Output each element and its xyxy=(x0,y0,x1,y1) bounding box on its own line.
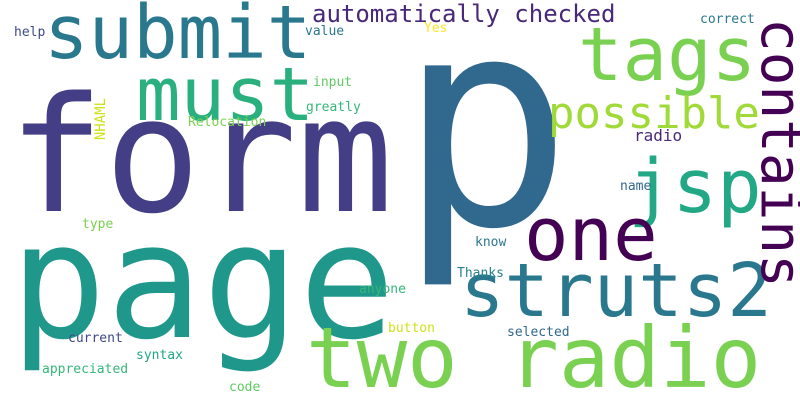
word-type: type xyxy=(82,217,114,232)
word-code: code xyxy=(229,380,261,395)
word-struts2: struts2 xyxy=(460,248,772,334)
word-submit: submit xyxy=(44,0,312,76)
word-know: know xyxy=(475,235,507,250)
word-name: name xyxy=(620,179,652,194)
word-anyone: anyone xyxy=(359,282,406,297)
word-yes: Yes xyxy=(424,21,448,36)
word-contains: contains xyxy=(748,18,800,288)
word-nhaml: NHAML xyxy=(93,98,109,141)
word-thanks: Thanks xyxy=(457,266,504,281)
word-page: page xyxy=(10,188,396,375)
word-one: one xyxy=(524,192,658,278)
word-current: current xyxy=(68,331,123,346)
word-two-radio: two radio xyxy=(306,309,762,400)
word-p: p xyxy=(398,0,573,293)
word-greatly: greatly xyxy=(306,100,361,115)
word-possible: possible xyxy=(548,88,760,139)
word-radio: radio xyxy=(634,126,683,145)
word-correct: correct xyxy=(700,12,755,27)
word-relocation: Relocation xyxy=(188,115,267,130)
word-syntax: syntax xyxy=(136,348,183,363)
word-tags: tags xyxy=(578,12,757,98)
word-value: value xyxy=(305,24,345,39)
word-input: input xyxy=(313,75,353,90)
word-form: form xyxy=(8,62,394,249)
word-button: button xyxy=(388,321,435,336)
word-automatically-checked: automatically checked xyxy=(312,0,616,28)
word-appreciated: appreciated xyxy=(42,362,129,377)
word-jsp: jsp xyxy=(628,144,762,230)
word-must: must xyxy=(136,52,315,138)
word-selected: selected xyxy=(507,325,570,340)
word-help: help xyxy=(14,25,46,40)
